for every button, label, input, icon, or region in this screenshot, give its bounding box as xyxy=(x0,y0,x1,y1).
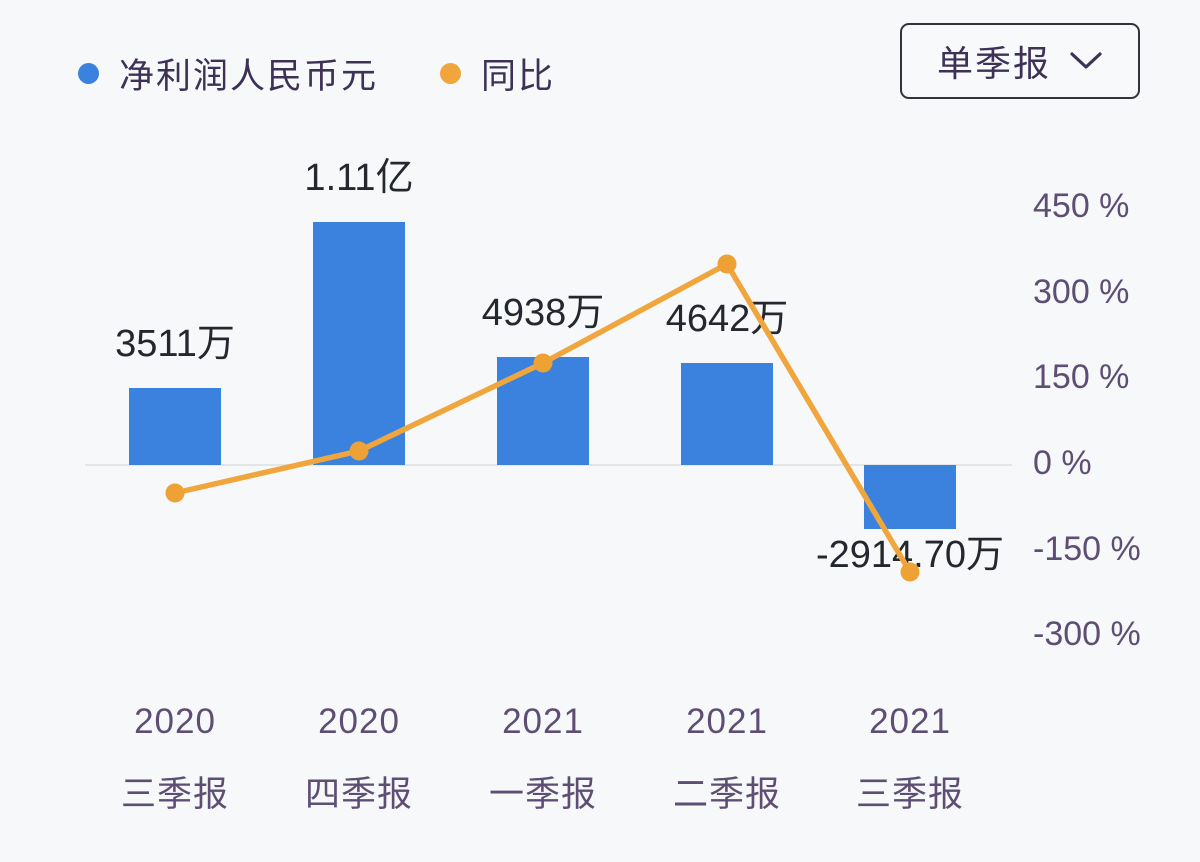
bar-value-label: -2914.70万 xyxy=(815,534,1005,576)
x-axis-report-label: 一季报 xyxy=(488,775,598,814)
x-axis-report-label: 二季报 xyxy=(672,775,782,814)
x-axis-year-label: 2020 xyxy=(134,702,216,741)
x-axis-year-label: 2021 xyxy=(869,702,951,741)
x-axis-report-label: 三季报 xyxy=(120,775,230,814)
right-axis-tick: 0 % xyxy=(1033,444,1092,482)
right-axis-tick: 300 % xyxy=(1033,273,1130,311)
legend: 净利润人民币元 同比 xyxy=(78,48,555,99)
right-axis-tick: -300 % xyxy=(1033,615,1141,653)
yoy-data-point xyxy=(717,254,737,274)
x-axis-year-label: 2021 xyxy=(686,702,768,741)
bar-value-label: 3511万 xyxy=(115,323,235,365)
net-profit-bar[interactable] xyxy=(864,465,956,529)
x-axis-year-label: 2021 xyxy=(502,702,584,741)
legend-net-profit-label: 净利润人民币元 xyxy=(119,57,379,96)
legend-yoy-label: 同比 xyxy=(481,57,556,96)
yoy-data-point xyxy=(165,483,185,503)
bar-value-label: 1.11亿 xyxy=(304,157,414,199)
x-axis-report-label: 四季报 xyxy=(304,775,414,814)
x-axis-report-label: 三季报 xyxy=(855,775,965,814)
right-axis-tick: -150 % xyxy=(1033,530,1141,568)
legend-item-yoy: 同比 xyxy=(440,48,555,99)
right-axis-tick: 450 % xyxy=(1033,187,1130,225)
x-axis-year-label: 2020 xyxy=(318,702,400,741)
yoy-dot-icon xyxy=(440,63,462,84)
chevron-down-icon xyxy=(1070,52,1102,69)
net-profit-bar[interactable] xyxy=(681,363,773,465)
period-dropdown[interactable]: 单季报 xyxy=(900,23,1140,99)
net-profit-dot-icon xyxy=(78,63,99,84)
legend-item-net-profit: 净利润人民币元 xyxy=(78,48,378,99)
net-profit-bar[interactable] xyxy=(313,222,405,465)
net-profit-bar[interactable] xyxy=(129,388,221,465)
net-profit-bar[interactable] xyxy=(497,357,589,465)
period-dropdown-value: 单季报 xyxy=(936,43,1051,84)
right-axis-tick: 150 % xyxy=(1033,358,1130,396)
bar-value-label: 4642万 xyxy=(665,298,789,340)
bar-value-label: 4938万 xyxy=(481,292,605,334)
